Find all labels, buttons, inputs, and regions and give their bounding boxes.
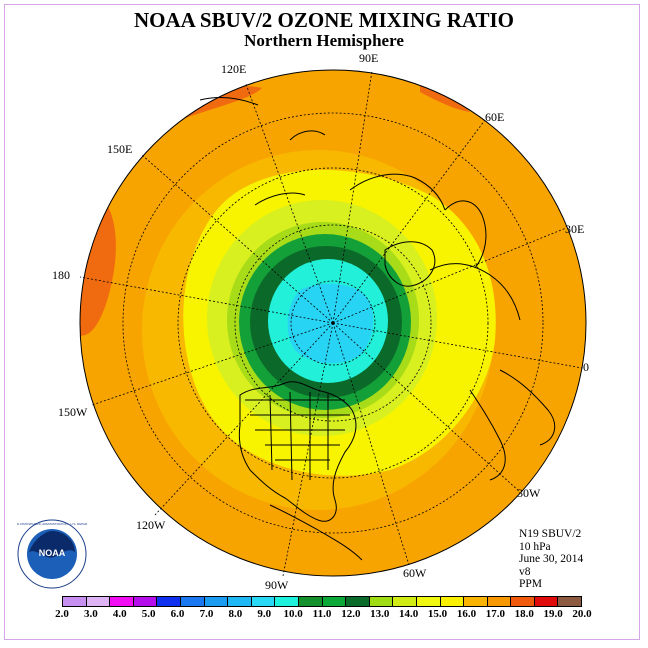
color-scale-bar xyxy=(62,596,582,607)
lon-label-90w: 90W xyxy=(265,578,289,592)
lon-label-90e: 90E xyxy=(359,51,379,65)
info-version: v8 xyxy=(519,565,531,578)
product-info: N19 SBUV/2 10 hPa June 30, 2014 v8 PPM xyxy=(519,528,583,591)
color-scale-label: 13.0 xyxy=(370,608,390,620)
color-scale-label: 11.0 xyxy=(312,608,332,620)
info-date: June 30, 2014 xyxy=(519,553,584,566)
color-swatch-16 xyxy=(440,597,465,606)
lon-label-180: 180 xyxy=(52,268,70,282)
lon-label-120w: 120W xyxy=(136,518,166,532)
color-scale-label: 18.0 xyxy=(514,608,534,620)
noaa-logo-text: NOAA xyxy=(39,548,66,558)
lon-label-150w: 150W xyxy=(58,405,88,419)
graticule xyxy=(79,70,583,577)
color-scale-label: 6.0 xyxy=(170,608,185,620)
color-swatch-13 xyxy=(369,597,394,606)
color-swatch-3 xyxy=(133,597,158,606)
color-scale-label: 20.0 xyxy=(572,608,592,620)
map-border xyxy=(79,69,587,577)
color-scale-label: 15.0 xyxy=(427,608,448,620)
color-swatch-11 xyxy=(322,597,347,606)
color-swatch-15 xyxy=(416,597,441,606)
color-scale-label: 9.0 xyxy=(257,608,272,620)
color-scale-label: 3.0 xyxy=(84,608,98,620)
color-scale-label: 12.0 xyxy=(341,608,361,620)
lon-label-0: 0 xyxy=(583,360,589,374)
color-swatch-8 xyxy=(251,597,276,606)
noaa-logo-ring-text: NATIONAL OCEANIC AND ATMOSPHERIC ADMINIS… xyxy=(17,522,87,526)
color-swatch-6 xyxy=(204,597,229,606)
color-swatch-10 xyxy=(298,597,323,606)
color-scale-labels: 2.0 3.0 4.0 5.0 6.0 7.0 8.0 9.0 10.0 11.0 12.0 13.0… xyxy=(55,608,592,622)
lon-label-150e: 150E xyxy=(107,142,133,156)
info-pressure: 10 hPa xyxy=(519,540,551,553)
ozone-band-9 xyxy=(287,283,374,364)
lon-label-120e: 120E xyxy=(221,62,247,76)
color-scale-label: 10.0 xyxy=(283,608,303,620)
lon-label-60w: 60W xyxy=(403,566,427,580)
color-swatch-9 xyxy=(275,597,299,606)
color-scale-label: 19.0 xyxy=(543,608,563,620)
color-swatch-5 xyxy=(180,597,205,606)
ozone-band-18-north xyxy=(170,86,262,122)
lon-label-60e: 60E xyxy=(485,110,505,124)
lon-label-30w: 30W xyxy=(517,486,541,500)
page-subtitle: Northern Hemisphere xyxy=(244,31,404,50)
color-swatch-14 xyxy=(393,597,417,606)
noaa-logo: NOAA NATIONAL OCEANIC AND ATMOSPHERIC AD… xyxy=(17,519,87,589)
color-scale-label: 2.0 xyxy=(55,608,69,620)
color-scale-label: 7.0 xyxy=(199,608,214,620)
color-scale-label: 17.0 xyxy=(485,608,505,620)
color-scale-label: 5.0 xyxy=(141,608,156,620)
color-swatch-20 xyxy=(534,597,559,606)
color-swatch-21 xyxy=(558,597,582,606)
color-scale-label: 14.0 xyxy=(399,608,419,620)
color-scale-label: 8.0 xyxy=(228,608,243,620)
page-title: NOAA SBUV/2 OZONE MIXING RATIO xyxy=(134,8,514,32)
lon-label-30e: 30E xyxy=(565,222,585,236)
info-instrument: N19 SBUV/2 xyxy=(519,528,582,540)
color-swatch-12 xyxy=(346,597,370,606)
color-swatch-7 xyxy=(228,597,252,606)
color-swatch-2 xyxy=(110,597,134,606)
color-swatch-18 xyxy=(487,597,512,606)
color-swatch-4 xyxy=(157,597,181,606)
color-swatch-1 xyxy=(86,597,111,606)
color-scale-label: 4.0 xyxy=(112,608,127,620)
info-units: PPM xyxy=(519,578,543,591)
image-frame xyxy=(4,4,640,640)
color-scale-label: 16.0 xyxy=(456,608,477,620)
color-swatch-0 xyxy=(63,597,87,606)
coastlines xyxy=(199,97,556,561)
color-swatch-19 xyxy=(511,597,535,606)
ozone-band-18-ne xyxy=(420,85,470,112)
color-swatch-17 xyxy=(464,597,488,606)
